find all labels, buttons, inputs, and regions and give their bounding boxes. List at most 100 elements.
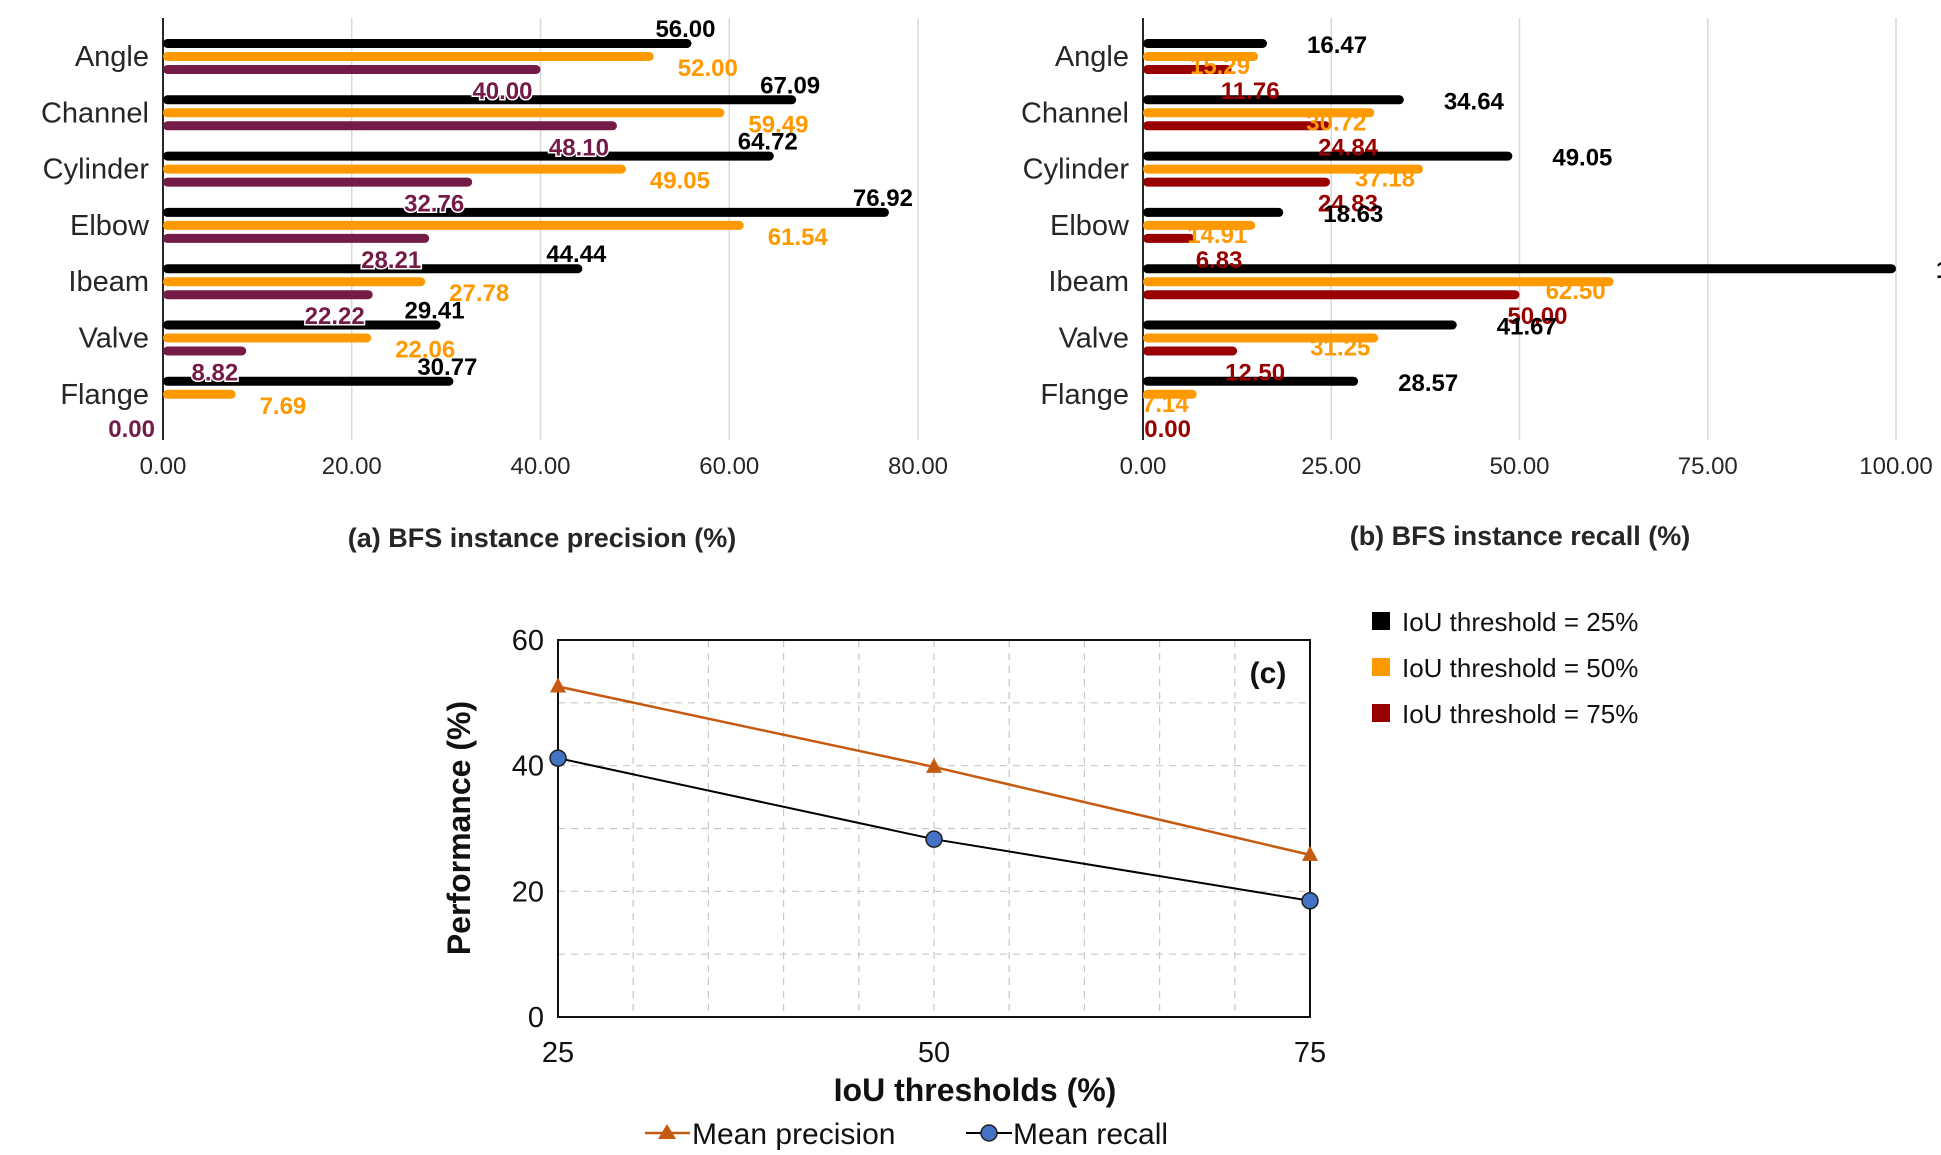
y-tick-label: 20 — [512, 876, 544, 908]
recall-bar-chart: 0.00 25.00 50.00 75.00 100.00 Angle Channel Cy… — [1021, 18, 1941, 551]
plot-frame — [557, 639, 1311, 1018]
y-tick-label: 60 — [512, 625, 544, 657]
bar-iou50 — [1143, 52, 1259, 61]
value-label-iou75: 0.00 — [1144, 416, 1191, 443]
legend-label-iou75: IoU threshold = 75% — [1402, 699, 1638, 729]
bar-iou50 — [163, 277, 426, 287]
mean-precision-point — [1302, 845, 1318, 861]
value-label-iou25: 64.72 — [738, 129, 798, 156]
value-label-iou75: 24.83 — [1318, 191, 1378, 218]
bar-iou75 — [163, 346, 247, 356]
category-label: Channel — [1021, 97, 1129, 129]
circle-marker-icon — [980, 1124, 998, 1142]
legend-swatch-iou50 — [1372, 658, 1390, 676]
bar-iou25 — [1143, 95, 1404, 105]
category-label: Ibeam — [1048, 266, 1129, 298]
legend: IoU threshold = 25% IoU threshold = 50% … — [1372, 607, 1638, 729]
x-tick-label: 40.00 — [510, 453, 570, 480]
value-label-iou50: 27.78 — [449, 280, 509, 307]
x-tick-label: 0.00 — [1120, 453, 1167, 480]
category-label: Angle — [1055, 41, 1129, 73]
bar-iou50 — [163, 164, 626, 174]
x-tick-label: 75.00 — [1678, 453, 1738, 480]
value-label-iou50: 31.25 — [1310, 335, 1370, 362]
value-label-iou75: 28.21 — [361, 247, 421, 274]
bar-iou50 — [163, 220, 744, 230]
value-label-iou75: 6.83 — [1196, 247, 1243, 274]
y-axis-label: Performance (%) — [441, 701, 477, 955]
x-tick-label: 80.00 — [888, 453, 948, 480]
value-label-iou50: 30.72 — [1306, 109, 1366, 136]
bar-iou25 — [163, 39, 692, 48]
bar-iou25 — [1143, 320, 1457, 330]
x-tick-label: 100.00 — [1859, 453, 1932, 480]
value-label-iou50: 62.50 — [1546, 278, 1606, 305]
bar-iou75 — [1143, 233, 1195, 243]
bar-iou75 — [163, 290, 373, 300]
value-label-iou75: 12.50 — [1225, 360, 1285, 387]
x-axis-label: IoU thresholds (%) — [834, 1072, 1117, 1108]
value-label-iou75: 0.00 — [108, 416, 155, 443]
bar-iou50 — [163, 52, 654, 61]
value-label-iou50: 52.00 — [678, 55, 738, 82]
category-label: Cylinder — [1023, 154, 1130, 186]
mean-performance-line-chart: 0 20 40 60 25 50 75 (c) IoU thresholds (%) Per… — [441, 625, 1326, 1151]
bar-iou75 — [1143, 65, 1232, 74]
x-tick-label: 0.00 — [140, 453, 187, 480]
value-label-iou75: 40.00 — [472, 78, 532, 105]
value-label-iou75: 11.76 — [1221, 78, 1280, 105]
value-label-iou50: 22.06 — [395, 337, 455, 364]
legend-label-iou25: IoU threshold = 25% — [1402, 607, 1638, 637]
x-tick-label: 50.00 — [1489, 453, 1549, 480]
value-label-iou50: 37.18 — [1355, 166, 1415, 193]
bar-iou50 — [163, 389, 236, 399]
recall-chart-title: (b) BFS instance recall (%) — [1350, 521, 1691, 551]
value-label-iou25: 34.64 — [1444, 88, 1505, 115]
bar-iou25 — [163, 207, 889, 217]
bar-iou75 — [163, 177, 473, 187]
x-tick-label: 50 — [918, 1037, 950, 1069]
bar-iou25 — [163, 151, 774, 161]
x-tick-label: 75 — [1294, 1037, 1326, 1069]
bar-iou25 — [1143, 39, 1268, 48]
value-label-iou25: 49.05 — [1552, 145, 1612, 172]
category-label: Cylinder — [43, 154, 150, 186]
bar-iou75 — [1143, 121, 1331, 131]
value-label-iou50: 14.91 — [1187, 222, 1247, 249]
bar-iou50 — [1143, 277, 1614, 287]
value-label-iou50: 59.49 — [748, 111, 808, 138]
bar-iou25 — [1143, 264, 1896, 274]
panel-label-c: (c) — [1250, 657, 1287, 690]
category-label: Flange — [1040, 379, 1129, 411]
bar-iou50 — [1143, 108, 1375, 118]
bar-iou50 — [163, 108, 725, 118]
y-tick-label: 0 — [528, 1002, 544, 1034]
bar-iou50 — [163, 333, 372, 343]
value-label-iou25: 28.57 — [1398, 370, 1458, 397]
bar-iou25 — [1143, 207, 1284, 217]
mean-precision-point — [926, 757, 942, 773]
legend-label-mean-precision: Mean precision — [692, 1118, 895, 1151]
bar-iou50 — [1143, 220, 1256, 230]
value-label-iou75: 8.82 — [192, 360, 239, 387]
legend-label-mean-recall: Mean recall — [1013, 1118, 1168, 1151]
triangle-marker-icon — [658, 1124, 676, 1139]
bar-iou75 — [1143, 290, 1520, 300]
category-label: Valve — [1059, 323, 1129, 355]
bar-iou75 — [163, 65, 541, 74]
value-label-iou25: 56.00 — [655, 16, 715, 43]
value-label-iou75: 32.76 — [404, 191, 464, 218]
x-tick-label: 25 — [542, 1037, 574, 1069]
legend-swatch-iou25 — [1372, 612, 1390, 630]
value-label-iou25: 41.67 — [1497, 314, 1557, 341]
value-label-iou25: 100.00 — [1936, 257, 1941, 284]
x-tick-label: 60.00 — [699, 453, 759, 480]
value-label-iou25: 18.63 — [1323, 201, 1383, 228]
value-label-iou50: 61.54 — [768, 224, 829, 251]
category-label: Angle — [75, 41, 149, 73]
mean-recall-point — [925, 830, 943, 848]
legend-label-iou50: IoU threshold = 50% — [1402, 653, 1638, 683]
bar-iou25 — [163, 95, 797, 105]
bar-iou50 — [1143, 333, 1379, 343]
value-label-iou25: 16.47 — [1307, 32, 1367, 59]
